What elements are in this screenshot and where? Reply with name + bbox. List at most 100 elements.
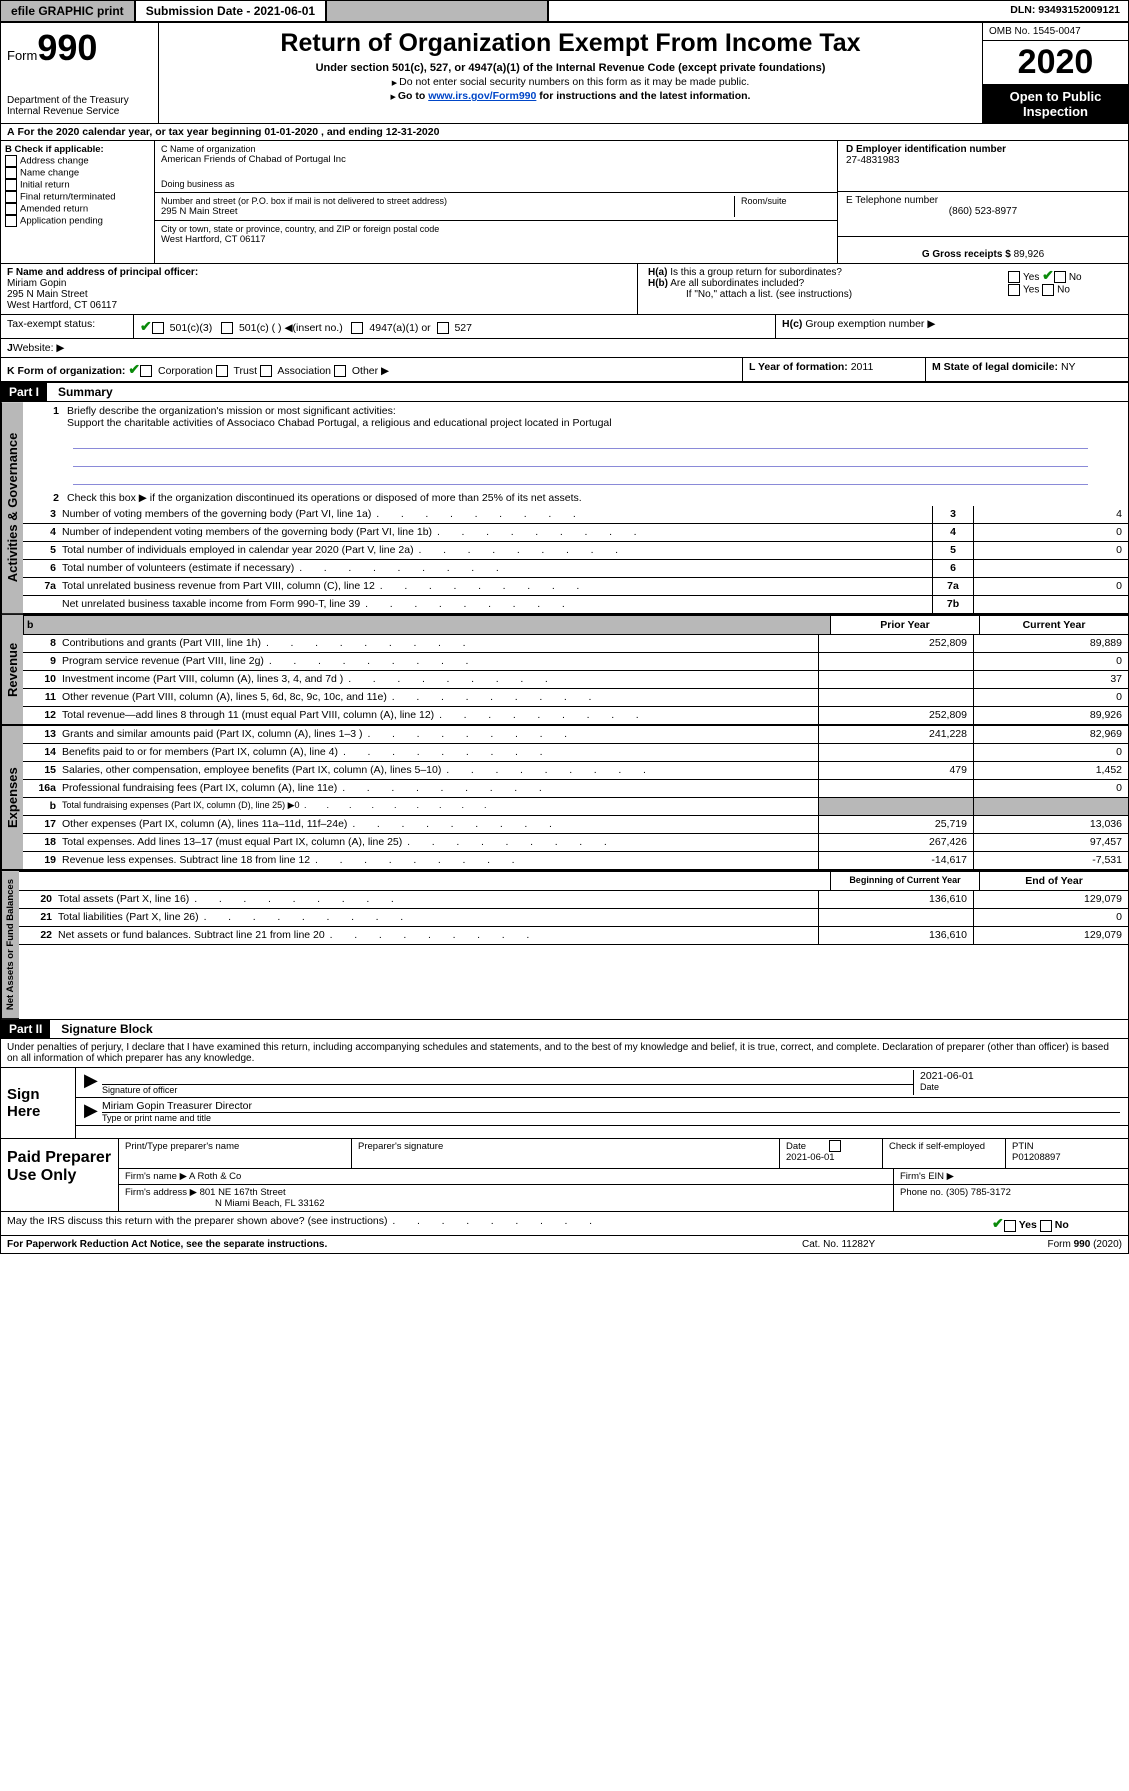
tax-status-label: Tax-exempt status: [7,318,95,330]
tax-year: 2020 [983,41,1128,85]
line-desc: Number of independent voting members of … [62,524,932,541]
line-num: b [23,798,62,815]
cb-527[interactable] [437,322,449,334]
financial-row: 10 Investment income (Part VIII, column … [23,671,1128,689]
line-desc: Other expenses (Part IX, column (A), lin… [62,816,818,833]
beg-year-header: Beginning of Current Year [830,872,979,890]
current-value: 0 [973,689,1128,706]
gov-row: Net unrelated business taxable income fr… [23,596,1128,614]
line-value [973,596,1128,613]
section-netassets: Net Assets or Fund Balances Beginning of… [1,870,1128,1019]
ptin-label: PTIN [1012,1141,1122,1152]
block-d-e-g: D Employer identification number 27-4831… [838,141,1128,263]
street-address: 295 N Main Street [161,206,734,217]
financial-row: 22 Net assets or fund balances. Subtract… [19,927,1128,945]
l-label: L Year of formation: [749,361,851,373]
line-num: 10 [23,671,62,688]
cb-corp[interactable] [140,365,152,377]
irs-label: Internal Revenue Service [7,106,152,117]
checkbox-address-change[interactable] [5,155,17,167]
end-year-header: End of Year [979,872,1128,890]
cb-trust[interactable] [216,365,228,377]
addr-label: Number and street (or P.O. box if mail i… [161,196,734,206]
line-num: 16a [23,780,62,797]
checkbox-amended[interactable] [5,203,17,215]
year-formation: 2011 [851,361,874,373]
opt-address-change: Address change [20,156,89,167]
cb-4947[interactable] [351,322,363,334]
officer-print-name: Miriam Gopin Treasurer Director [102,1100,1120,1113]
revenue-header-row: b Prior Year Current Year [23,615,1128,635]
line-num: 5 [23,542,62,559]
block-b-header: B Check if applicable: [5,144,150,155]
opt-4947: 4947(a)(1) or [369,322,430,334]
opt-501c: 501(c) ( ) ◀(insert no.) [239,322,343,334]
form-header: Form990 Department of the Treasury Inter… [1,23,1128,123]
room-suite-label: Room/suite [734,196,831,217]
discuss-no[interactable] [1040,1220,1052,1232]
print-name-label: Type or print name and title [102,1113,1120,1123]
form-number: 990 [37,27,97,68]
form-footer-label: Form [1048,1239,1074,1250]
discuss-text: May the IRS discuss this return with the… [7,1215,388,1227]
prior-value [818,653,973,670]
efile-button[interactable]: efile GRAPHIC print [1,1,136,21]
financial-row: 14 Benefits paid to or for members (Part… [23,744,1128,762]
current-value: 0 [973,744,1128,761]
name-arrow-icon: ▶ [84,1100,102,1123]
cb-assoc[interactable] [260,365,272,377]
checkbox-app-pending[interactable] [5,215,17,227]
prior-value: 25,719 [818,816,973,833]
ha-yes[interactable] [1008,271,1020,283]
irs-link[interactable]: www.irs.gov/Form990 [428,90,536,102]
header-right: OMB No. 1545-0047 2020 Open to Public In… [983,23,1128,123]
website-label: Website: ▶ [13,342,65,354]
gov-row: 6 Total number of volunteers (estimate i… [23,560,1128,578]
footer-form-no: 990 [1074,1239,1091,1250]
opt-trust: Trust [234,365,258,377]
row-j-website: J Website: ▶ [1,339,1128,358]
state-domicile: NY [1061,361,1076,373]
cb-other[interactable] [334,365,346,377]
sign-arrow-icon: ▶ [84,1070,102,1095]
financial-row: 18 Total expenses. Add lines 13–17 (must… [23,834,1128,852]
discuss-yes[interactable] [1004,1220,1016,1232]
financial-row: 9 Program service revenue (Part VIII, li… [23,653,1128,671]
line-desc: Total number of individuals employed in … [62,542,932,559]
hb-no[interactable] [1042,284,1054,296]
current-value: 37 [973,671,1128,688]
sign-block: Sign Here ▶ Signature of officer 2021-06… [1,1067,1128,1138]
dba-label: Doing business as [161,179,831,189]
gov-row: 4 Number of independent voting members o… [23,524,1128,542]
part1-title: Summary [50,383,121,401]
gov-row: 3 Number of voting members of the govern… [23,506,1128,524]
officer-name: Miriam Gopin [7,278,631,289]
mission-blank-lines [23,432,1128,490]
checkbox-final-return[interactable] [5,191,17,203]
dept-treasury: Department of the Treasury [7,95,152,106]
line-desc: Total assets (Part X, line 16) [58,891,818,908]
checkbox-name-change[interactable] [5,167,17,179]
block-b: B Check if applicable: Address change Na… [1,141,155,263]
ha-no[interactable] [1054,271,1066,283]
checkbox-initial-return[interactable] [5,179,17,191]
prior-value: 136,610 [818,927,973,944]
cb-501c[interactable] [221,322,233,334]
line-desc: Investment income (Part VIII, column (A)… [62,671,818,688]
d-label: D Employer identification number [846,144,1120,155]
line-num: 6 [23,560,62,577]
line-ref: 7b [932,596,973,613]
perjury-statement: Under penalties of perjury, I declare th… [1,1039,1128,1067]
line-ref: 3 [932,506,973,523]
hb-yes[interactable] [1008,284,1020,296]
financial-row: 8 Contributions and grants (Part VIII, l… [23,635,1128,653]
cb-self-employed[interactable] [829,1140,841,1152]
opt-name-change: Name change [20,168,79,179]
cb-501c3[interactable] [152,322,164,334]
line-num: 15 [23,762,62,779]
line-desc: Number of voting members of the governin… [62,506,932,523]
omb-number: OMB No. 1545-0047 [983,23,1128,41]
line-desc: Revenue less expenses. Subtract line 18 … [62,852,818,869]
hc-text: Group exemption number ▶ [805,318,935,330]
form-subtitle: Under section 501(c), 527, or 4947(a)(1)… [167,62,974,74]
